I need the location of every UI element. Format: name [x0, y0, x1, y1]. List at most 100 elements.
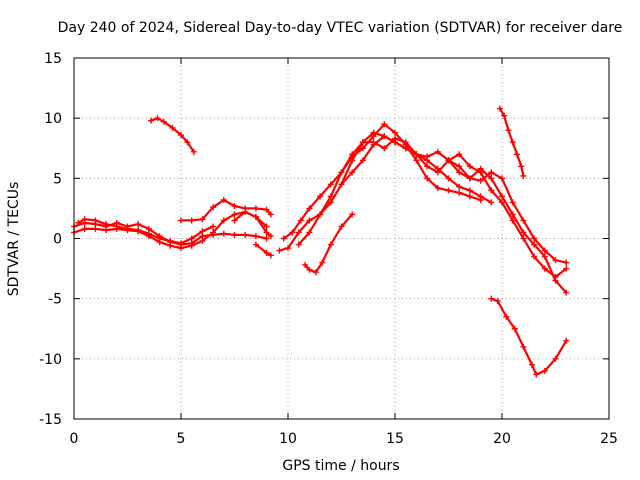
y-tick-label: 0: [53, 232, 62, 248]
data-point: [252, 213, 259, 220]
axis-ticks: 0 5 10 15 20 25 -15 -10 -5 0 5 10 15: [39, 51, 618, 447]
data-point: [509, 211, 516, 218]
data-point: [494, 298, 501, 305]
data-point: [263, 223, 270, 230]
data-point: [501, 112, 508, 119]
data-point: [156, 235, 163, 242]
chart-title: Day 240 of 2024, Sidereal Day-to-day VTE…: [58, 20, 623, 36]
data-point: [75, 219, 82, 226]
series-trace-3: [75, 216, 217, 247]
series-trace-6: [231, 209, 274, 240]
data-point: [338, 169, 345, 176]
data-point: [381, 121, 388, 128]
data-point: [424, 153, 431, 160]
data-point: [477, 169, 484, 176]
data-point: [349, 169, 356, 176]
data-point: [445, 157, 452, 164]
series-trace: [149, 117, 195, 153]
data-point: [188, 217, 195, 224]
data-point: [496, 105, 503, 112]
data-point: [263, 235, 270, 242]
data-point: [210, 223, 217, 230]
data-point: [312, 269, 319, 276]
series-trace-2: [71, 209, 270, 252]
data-point: [531, 253, 538, 260]
series-trace: [490, 297, 568, 376]
data-point: [178, 240, 184, 247]
data-point: [434, 169, 441, 176]
data-point: [456, 163, 463, 170]
data-point: [466, 175, 473, 182]
series-trace: [297, 137, 568, 264]
data-point: [381, 145, 388, 152]
data-point: [285, 245, 291, 252]
data-point: [520, 172, 527, 179]
data-point: [160, 118, 167, 125]
data-point: [370, 133, 377, 140]
data-point: [242, 231, 249, 238]
series-trace-13: [445, 151, 570, 281]
data-point: [319, 259, 326, 266]
data-point: [402, 145, 409, 152]
data-point: [252, 241, 259, 248]
series-trace-4: [148, 115, 197, 155]
data-point: [509, 217, 516, 224]
data-point: [509, 199, 516, 206]
data-point: [92, 217, 99, 224]
data-point: [154, 115, 161, 122]
data-point: [199, 228, 206, 235]
data-point: [477, 196, 484, 203]
series-trace: [179, 198, 272, 222]
series-trace-15: [488, 295, 570, 378]
data-point: [520, 343, 527, 350]
data-point: [505, 127, 512, 134]
data-point: [199, 216, 206, 223]
y-tick-label: -5: [48, 292, 62, 308]
data-point: [456, 183, 463, 190]
data-point: [488, 187, 495, 194]
data-point: [434, 184, 441, 191]
data-point: [370, 141, 377, 148]
data-point: [338, 181, 345, 188]
data-point: [503, 313, 510, 320]
data-point: [509, 139, 516, 146]
data-point: [317, 211, 324, 218]
data-point: [267, 233, 274, 240]
data-point: [220, 230, 227, 237]
data-point: [392, 139, 398, 146]
x-axis-title: GPS time / hours: [282, 458, 399, 474]
data-point: [280, 235, 287, 242]
data-point: [220, 217, 227, 224]
data-point: [327, 181, 334, 188]
data-point: [220, 196, 227, 203]
data-point: [424, 163, 431, 170]
data-point: [359, 157, 366, 164]
data-point: [456, 151, 463, 158]
data-point: [167, 237, 174, 244]
data-point: [145, 230, 152, 237]
data-point: [552, 257, 559, 264]
data-point: [297, 217, 304, 224]
series-trace: [304, 213, 354, 274]
x-tick-label: 20: [493, 431, 511, 447]
data-point: [520, 235, 527, 242]
data-point: [306, 266, 313, 273]
grid-layer: [74, 58, 609, 419]
y-tick-label: -15: [39, 412, 62, 428]
data-point: [252, 205, 259, 212]
y-tick-label: 10: [44, 111, 62, 127]
data-point: [302, 261, 309, 268]
data-point: [541, 265, 548, 272]
data-point: [103, 221, 110, 228]
data-point: [327, 199, 334, 206]
data-point: [231, 203, 238, 210]
data-point: [541, 247, 548, 254]
x-tick-label: 0: [70, 431, 79, 447]
data-point: [327, 193, 334, 200]
series-trace-7: [252, 241, 274, 259]
data-point: [210, 204, 217, 211]
data-point: [528, 361, 535, 368]
data-point: [511, 325, 518, 332]
data-point: [135, 221, 142, 228]
